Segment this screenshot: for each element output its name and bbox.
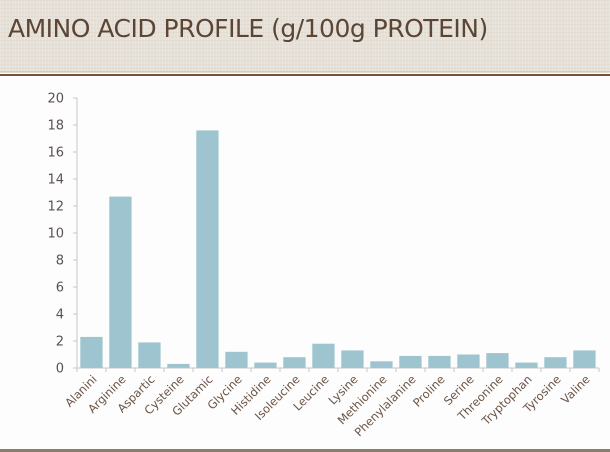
y-tick-label: 20: [47, 92, 64, 107]
bar-alanini: [80, 336, 103, 368]
bar-aspartic: [138, 342, 161, 368]
bar-phenylalanine: [399, 355, 422, 369]
bar-isoleucine: [283, 357, 306, 368]
y-tick-label: 12: [47, 200, 64, 215]
header-rule: [0, 74, 610, 76]
y-tick-label: 14: [47, 173, 64, 188]
bar-arginine: [109, 196, 132, 368]
bar-methionine: [370, 361, 393, 369]
bar-leucine: [312, 343, 335, 368]
footer-rule: [0, 449, 610, 452]
bar-lysine: [341, 350, 364, 368]
slide-title: AMINO ACID PROFILE (g/100g PROTEIN): [8, 14, 488, 43]
y-tick-label: 10: [47, 227, 64, 242]
slide-header: [0, 0, 610, 73]
bar-valine: [573, 350, 596, 368]
bar-tryptophan: [515, 362, 538, 368]
bar-proline: [428, 355, 451, 369]
bar-serine: [457, 354, 480, 368]
y-tick-label: 18: [47, 119, 64, 134]
bar-tyrosine: [544, 357, 567, 368]
bar-cysteine: [167, 363, 190, 368]
bar-glutamic: [196, 130, 219, 368]
bar-glycine: [225, 351, 248, 368]
bar-threonine: [486, 353, 509, 368]
y-tick-label: 4: [56, 308, 64, 323]
header-accent-line: [0, 71, 610, 72]
bar-histidine: [254, 362, 277, 368]
x-tick-label: Valine: [558, 372, 592, 406]
x-tick-label: Proline: [410, 372, 447, 409]
y-tick-label: 0: [56, 362, 64, 377]
y-tick-label: 6: [56, 281, 64, 296]
y-tick-label: 16: [47, 146, 64, 161]
y-tick-label: 8: [56, 254, 64, 269]
y-tick-label: 2: [56, 335, 64, 350]
